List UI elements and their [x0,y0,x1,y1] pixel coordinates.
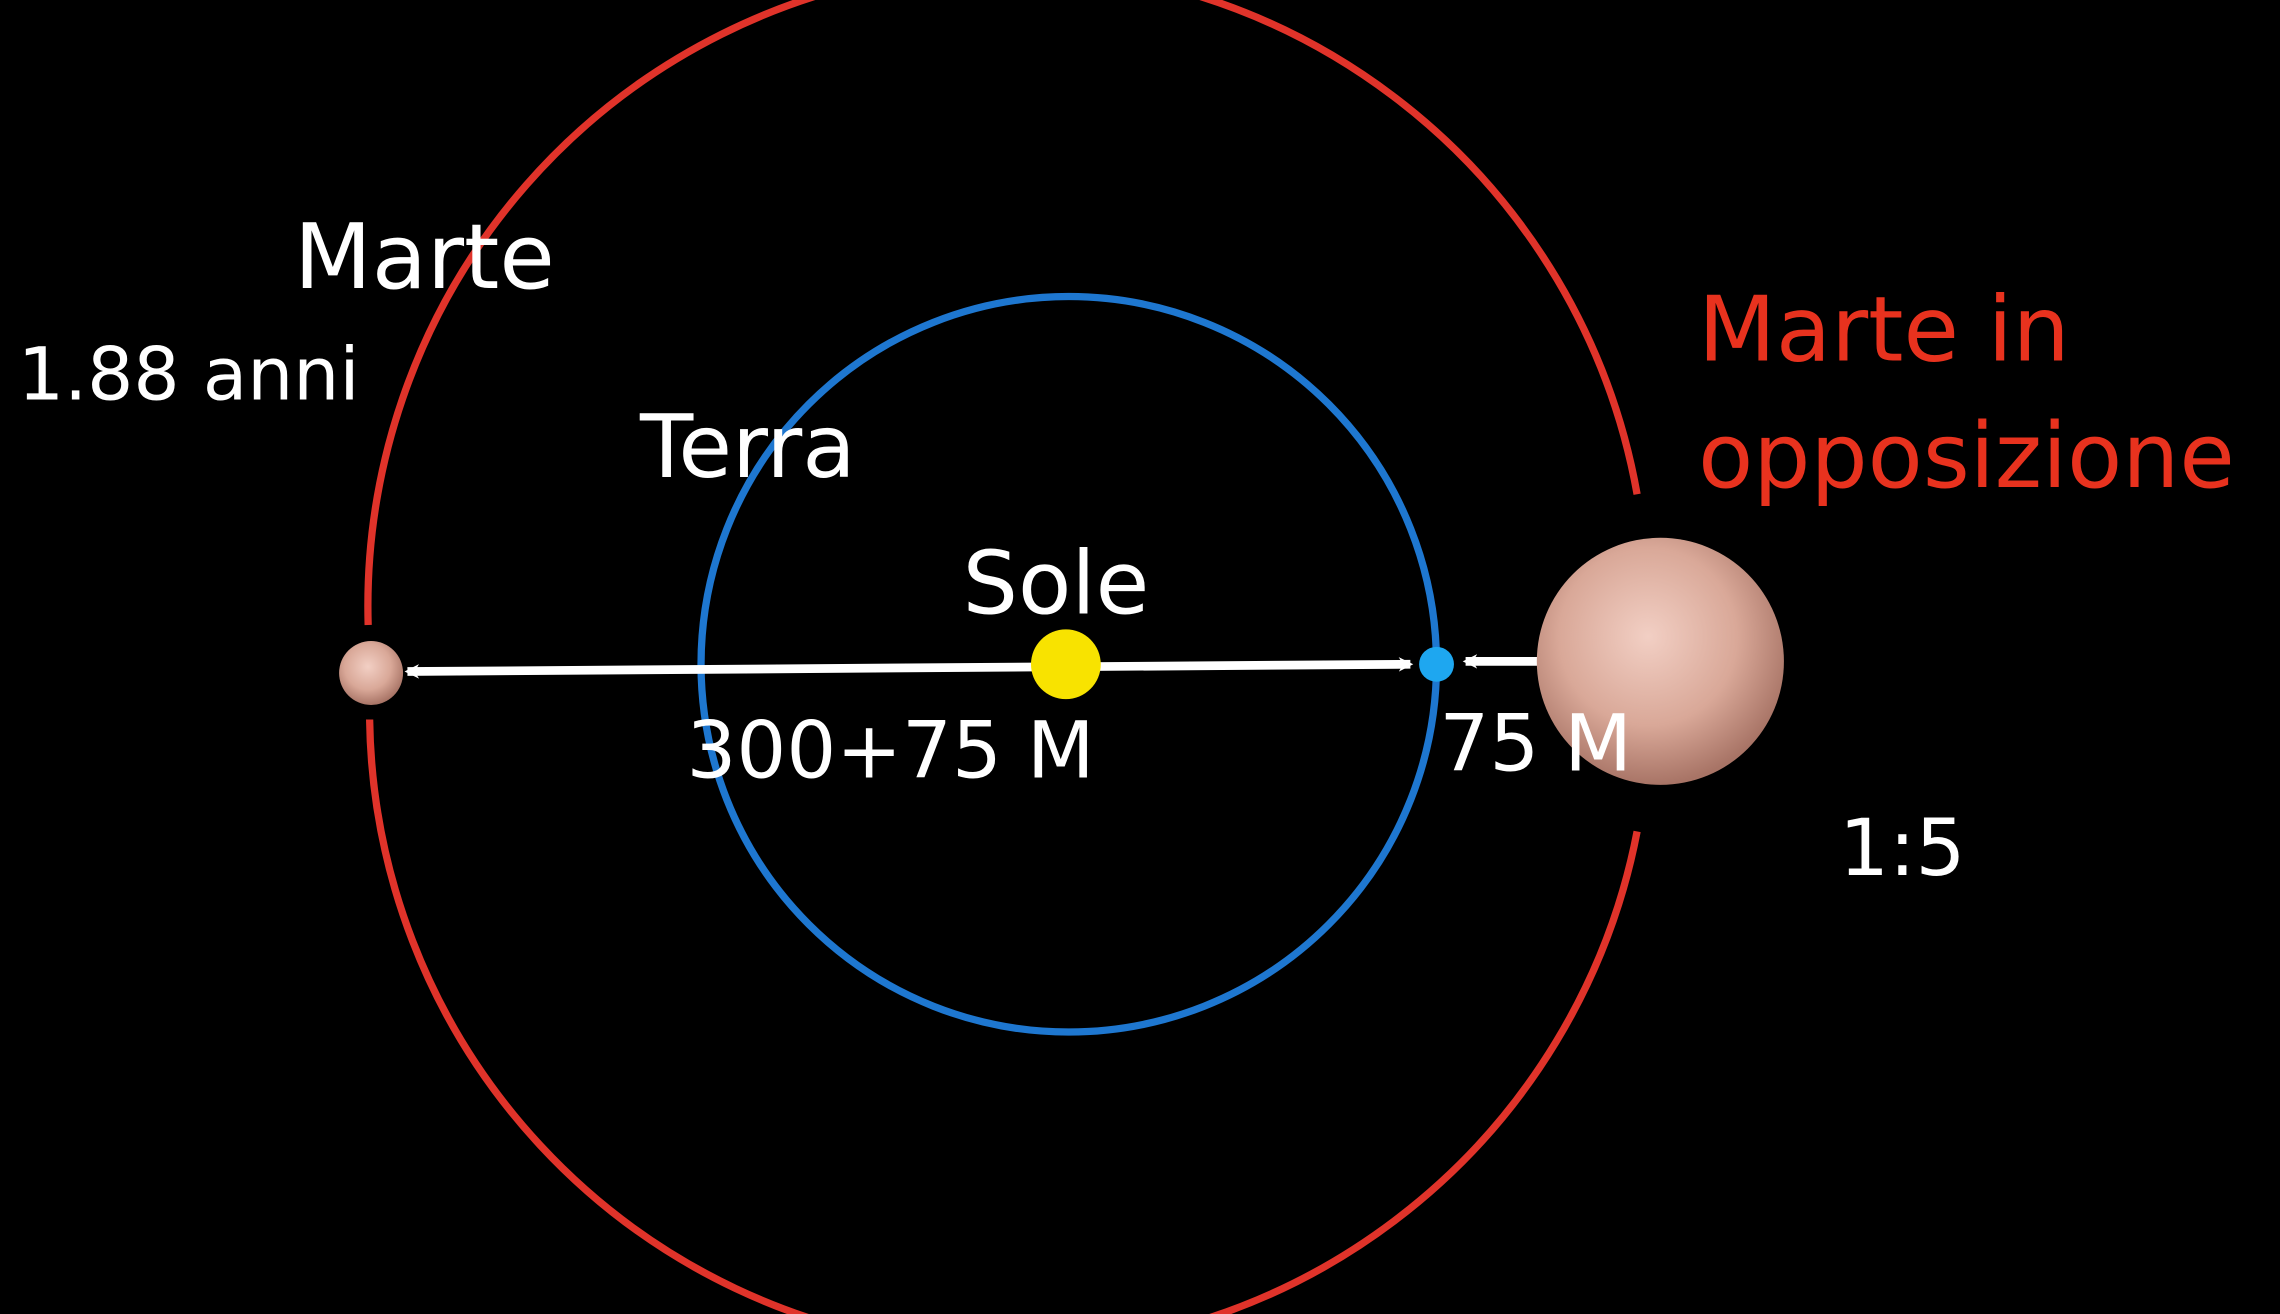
opposition-label: opposizione [1698,404,2235,509]
mars-orbit-bottom [365,719,1641,1314]
sun [1030,629,1101,700]
ratio-label: 1:5 [1839,802,1965,894]
distance-label: 75 M [1439,697,1632,789]
distance-arrow-far [404,657,1414,679]
earth [1419,646,1454,682]
earth-label: Terra [639,396,856,498]
mars-orbit-top [364,0,1641,626]
sun-label: Sole [963,532,1150,634]
distance-label: 300+75 M [686,705,1094,797]
mars-period: 1.88 anni [18,334,360,418]
mars-small [339,641,404,705]
mars-large [1536,537,1784,785]
opposition-label: Marte in [1698,277,2070,382]
mars-label: Marte [294,205,555,310]
